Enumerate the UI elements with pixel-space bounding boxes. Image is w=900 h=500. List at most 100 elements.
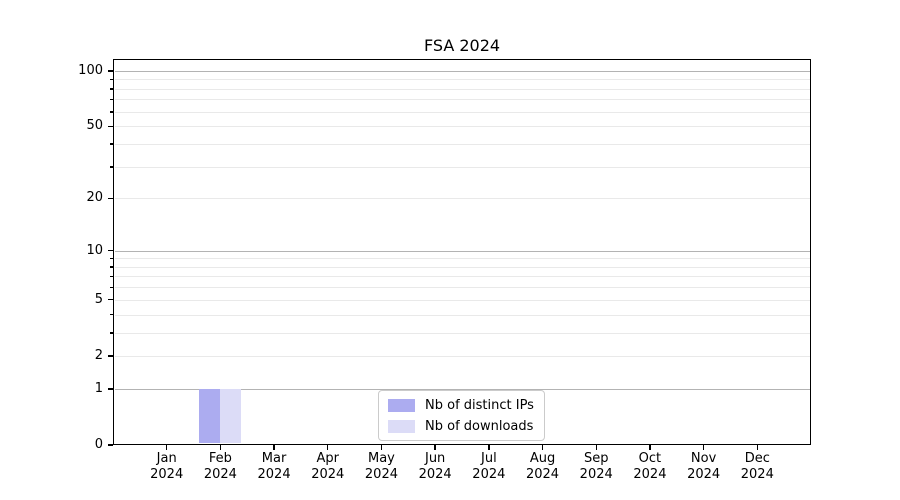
gridline-y-60 xyxy=(114,112,810,113)
x-tick-label-apr: Apr 2024 xyxy=(298,451,358,483)
y-tick-100 xyxy=(108,70,113,72)
gridline-y-1 xyxy=(114,389,810,390)
x-tick-year-text: 2024 xyxy=(418,467,452,482)
x-tick-sep xyxy=(595,445,597,450)
y-minortick-40 xyxy=(110,143,113,145)
x-tick-mar xyxy=(273,445,275,450)
x-tick-year-text: 2024 xyxy=(203,467,237,482)
y-tick-5 xyxy=(108,299,113,301)
y-tick-10 xyxy=(108,249,113,252)
y-minortick-7 xyxy=(110,275,113,278)
y-tick-label-20: 20 xyxy=(86,190,103,206)
y-tick-label-100: 100 xyxy=(78,62,103,78)
y-minortick-6 xyxy=(110,286,113,289)
gridline-y-10 xyxy=(114,251,810,252)
y-tick-label-10: 10 xyxy=(86,242,103,258)
x-tick-jul xyxy=(488,445,490,450)
y-minortick-80 xyxy=(110,88,113,90)
x-tick-month-text: Apr xyxy=(316,451,340,466)
gridline-y-5 xyxy=(114,300,810,301)
legend-entry-distinct-ips: Nb of distinct IPs xyxy=(388,397,534,413)
x-tick-year-text: 2024 xyxy=(633,467,667,482)
gridline-y-40 xyxy=(114,144,810,145)
x-tick-year-text: 2024 xyxy=(257,467,291,482)
x-tick-month-text: Jul xyxy=(481,451,497,466)
gridline-y-20 xyxy=(114,198,810,199)
x-tick-label-feb: Feb 2024 xyxy=(190,451,250,483)
x-tick-year-text: 2024 xyxy=(472,467,506,482)
legend-swatch-downloads-icon xyxy=(388,419,415,433)
gridline-y-90 xyxy=(114,79,810,80)
gridline-y-100 xyxy=(114,71,810,72)
plot-area xyxy=(113,59,811,445)
y-tick-label-1: 1 xyxy=(94,380,103,396)
x-tick-label-sep: Sep 2024 xyxy=(566,451,626,483)
y-minortick-8 xyxy=(110,266,113,268)
chart-title: FSA 2024 xyxy=(423,36,501,55)
y-tick-label-0: 0 xyxy=(94,437,103,452)
x-tick-month-text: Aug xyxy=(529,451,556,466)
x-tick-month-text: Mar xyxy=(261,451,287,466)
x-tick-dec xyxy=(756,445,758,450)
y-minortick-4 xyxy=(110,314,113,316)
x-tick-label-dec: Dec 2024 xyxy=(727,451,787,483)
y-minortick-60 xyxy=(110,111,113,113)
y-minortick-30 xyxy=(110,166,113,168)
x-tick-label-jan: Jan 2024 xyxy=(137,451,197,483)
y-minortick-9 xyxy=(110,257,113,260)
y-tick-label-50: 50 xyxy=(86,118,103,134)
x-tick-may xyxy=(380,445,383,450)
x-tick-label-mar: Mar 2024 xyxy=(244,451,304,483)
gridline-y-2 xyxy=(114,356,810,357)
x-tick-oct xyxy=(649,445,651,450)
gridline-y-4 xyxy=(114,315,810,316)
y-tick-20 xyxy=(108,197,113,199)
x-tick-apr xyxy=(327,445,329,450)
y-minortick-3 xyxy=(110,332,113,334)
gridline-y-6 xyxy=(114,287,810,288)
x-tick-month-text: Sep xyxy=(583,451,609,466)
x-tick-month-text: Nov xyxy=(690,451,717,466)
x-tick-year-text: 2024 xyxy=(687,467,721,482)
x-tick-year-text: 2024 xyxy=(525,467,560,482)
legend-swatch-distinct-ips-icon xyxy=(388,398,415,412)
x-tick-year-text: 2024 xyxy=(311,467,345,482)
x-tick-year-text: 2024 xyxy=(150,467,184,482)
x-tick-month-text: Oct xyxy=(638,451,662,466)
x-tick-nov xyxy=(702,445,705,450)
x-tick-month-text: May xyxy=(368,451,395,466)
legend: Nb of distinct IPs Nb of downloads xyxy=(378,390,545,441)
x-tick-label-oct: Oct 2024 xyxy=(620,451,680,483)
x-tick-year-text: 2024 xyxy=(579,467,613,482)
legend-entry-downloads: Nb of downloads xyxy=(388,418,534,434)
gridline-y-70 xyxy=(114,99,810,100)
bar-feb-series0 xyxy=(199,388,221,444)
y-tick-50 xyxy=(108,125,113,127)
gridline-y-7 xyxy=(114,276,810,277)
x-tick-jun xyxy=(434,445,436,450)
y-tick-2 xyxy=(108,355,113,357)
x-tick-year-text: 2024 xyxy=(740,467,774,482)
x-tick-month-text: Jan xyxy=(156,451,177,466)
x-tick-label-may: May 2024 xyxy=(351,451,411,483)
x-tick-label-jul: Jul 2024 xyxy=(459,451,519,483)
y-tick-0 xyxy=(108,444,113,446)
x-tick-label-nov: Nov 2024 xyxy=(674,451,734,483)
y-tick-label-5: 5 xyxy=(94,291,103,307)
gridline-y-8 xyxy=(114,267,810,268)
x-tick-label-jun: Jun 2024 xyxy=(405,451,465,483)
y-tick-1 xyxy=(108,388,113,390)
gridline-y-50 xyxy=(114,126,810,127)
gridline-y-9 xyxy=(114,258,810,259)
gridline-y-30 xyxy=(114,167,810,168)
y-tick-label-2: 2 xyxy=(94,347,103,363)
legend-label-downloads: Nb of downloads xyxy=(425,418,534,434)
x-tick-month-text: Jun xyxy=(424,451,446,466)
y-minortick-70 xyxy=(110,98,113,101)
gridline-y-3 xyxy=(114,333,810,334)
gridline-y-80 xyxy=(114,89,810,90)
x-tick-month-text: Feb xyxy=(208,451,232,466)
bar-feb-series1 xyxy=(220,388,242,444)
x-tick-feb xyxy=(219,445,222,450)
x-tick-month-text: Dec xyxy=(744,451,770,466)
